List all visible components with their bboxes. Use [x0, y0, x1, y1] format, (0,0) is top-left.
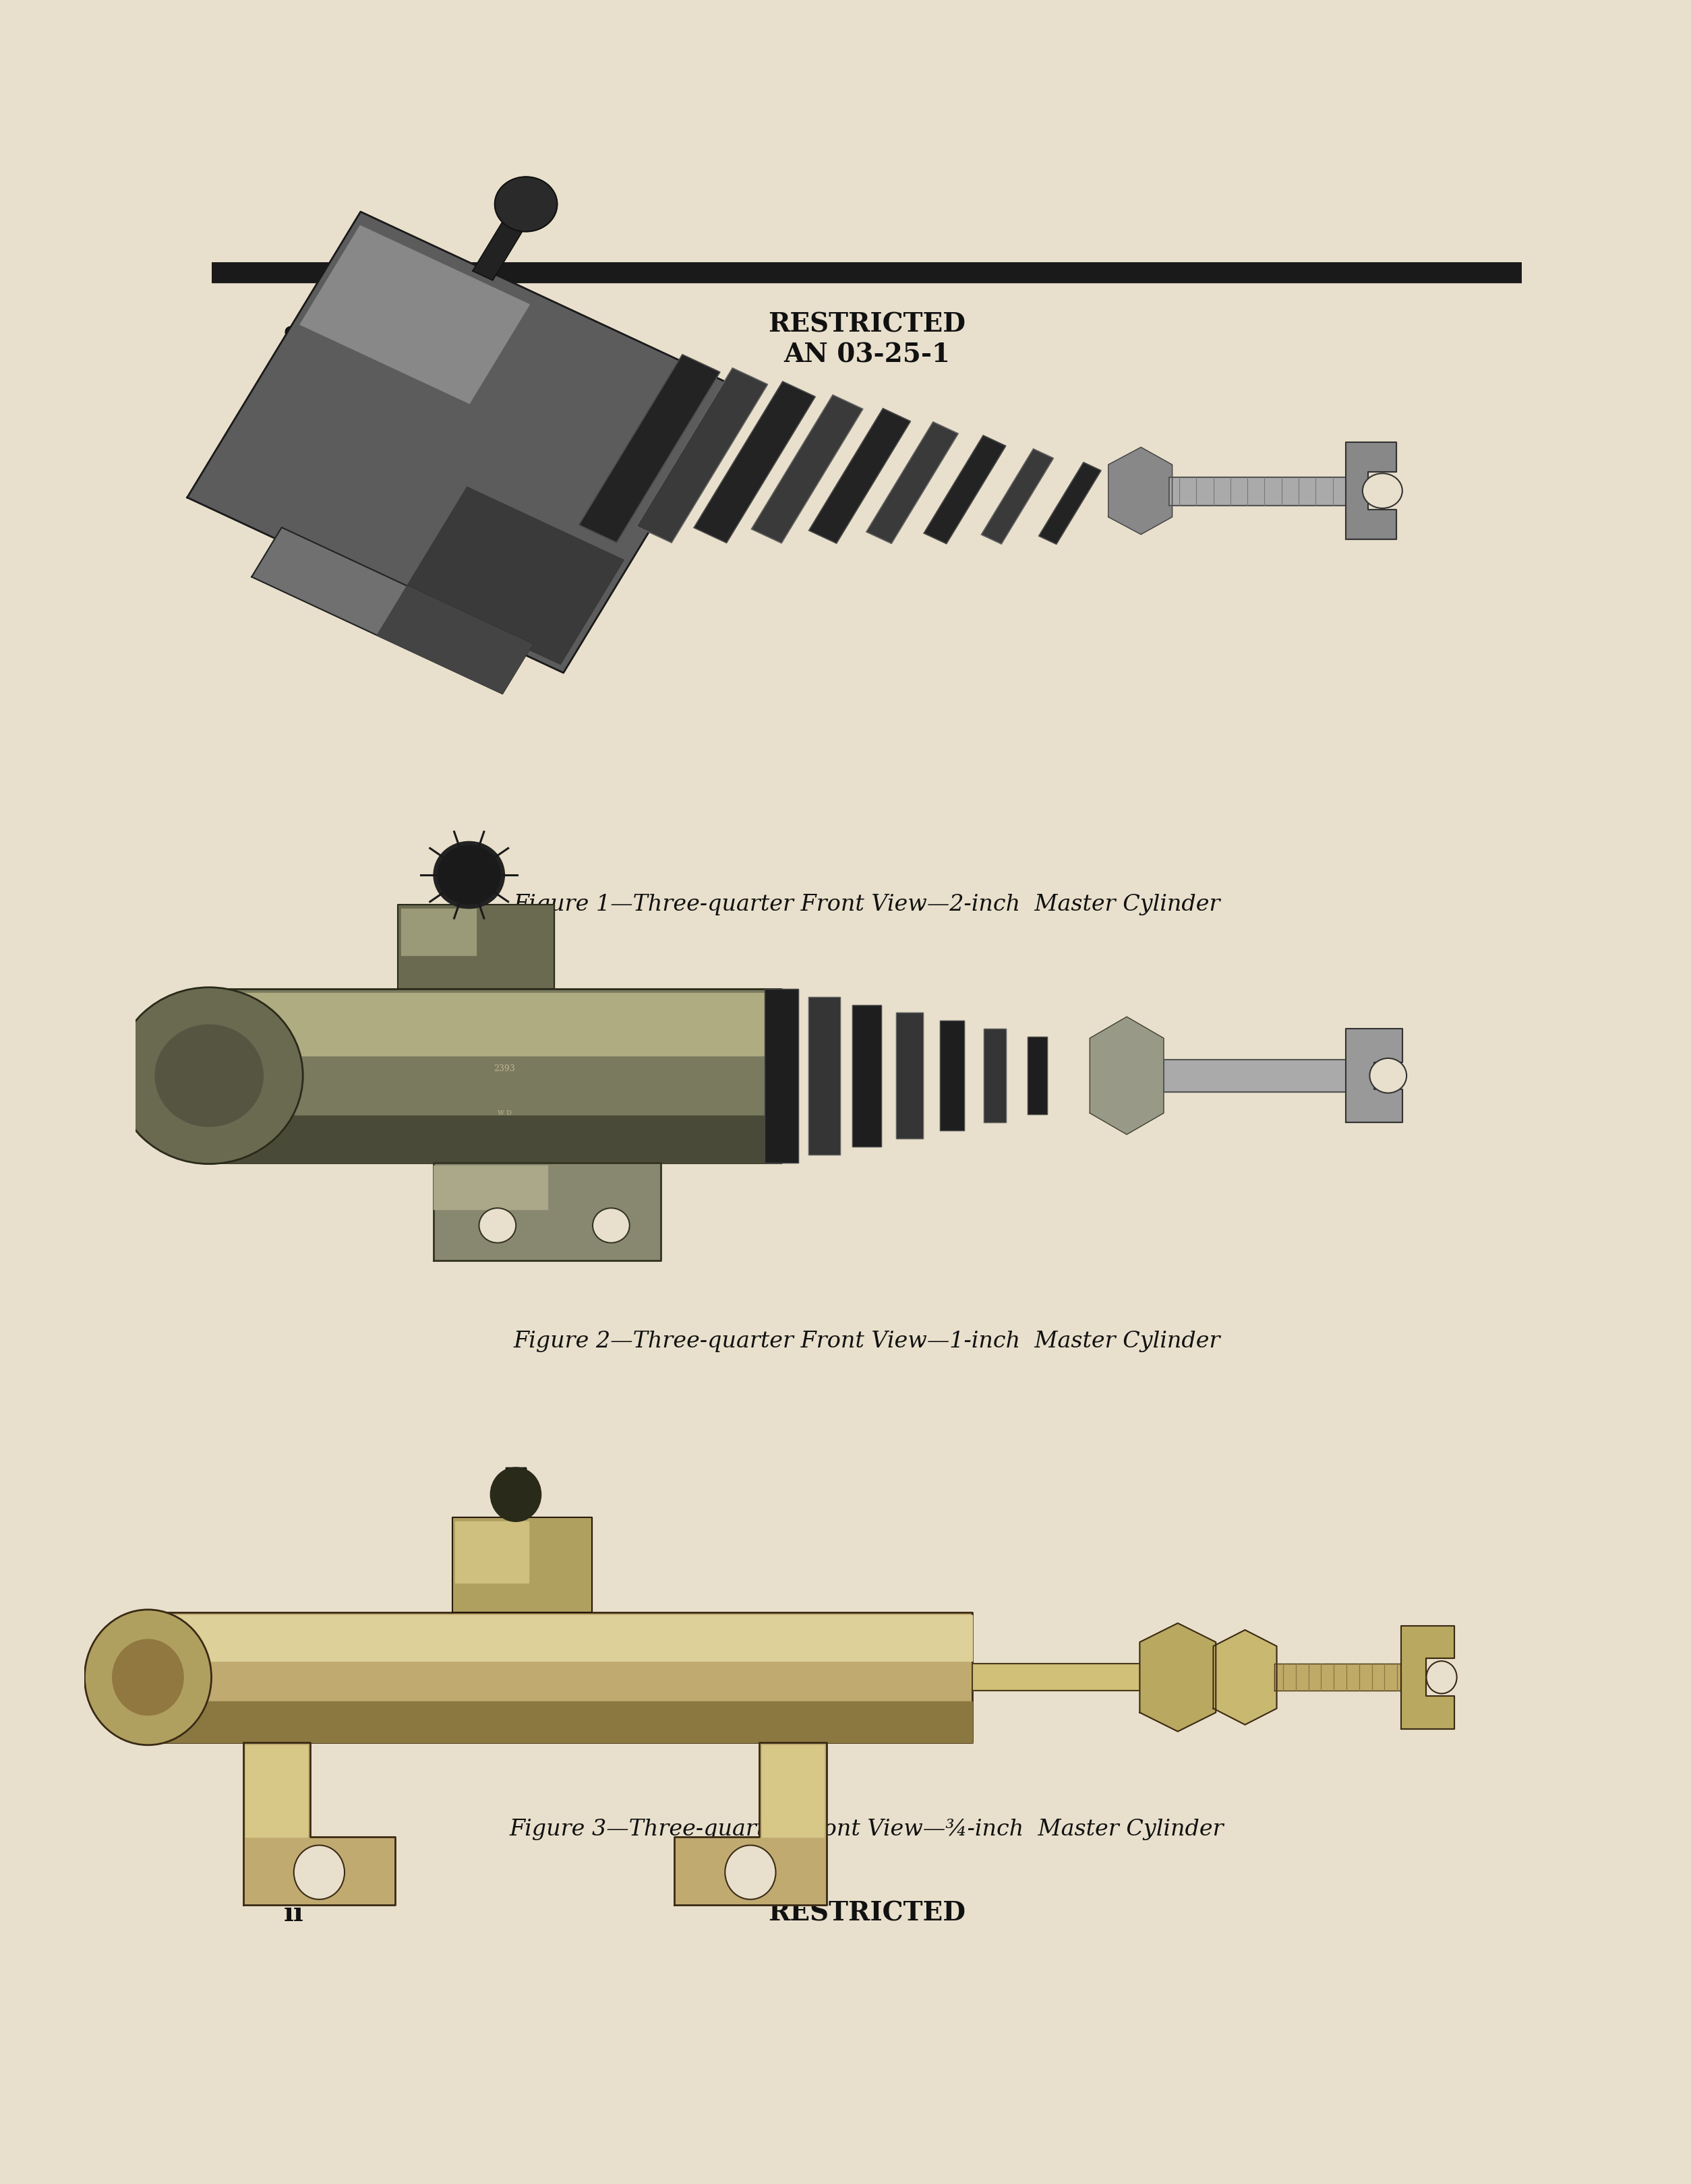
Polygon shape	[206, 989, 781, 1162]
Polygon shape	[433, 1166, 548, 1210]
Polygon shape	[940, 1020, 964, 1131]
Polygon shape	[764, 989, 798, 1162]
Circle shape	[438, 845, 501, 904]
Polygon shape	[1038, 463, 1101, 544]
Polygon shape	[675, 1743, 827, 1904]
Polygon shape	[206, 994, 781, 1055]
Polygon shape	[972, 1664, 1143, 1690]
Polygon shape	[377, 585, 533, 695]
Polygon shape	[1214, 1629, 1277, 1725]
Polygon shape	[244, 1743, 396, 1904]
Text: Figure 2—Three-quarter Front View—1-inch  Master Cylinder: Figure 2—Three-quarter Front View—1-inch…	[512, 1330, 1221, 1352]
Polygon shape	[404, 487, 624, 664]
Circle shape	[592, 1208, 629, 1243]
Polygon shape	[206, 1116, 781, 1162]
Polygon shape	[142, 1614, 972, 1662]
Polygon shape	[761, 1745, 824, 1837]
Polygon shape	[1346, 441, 1397, 539]
Polygon shape	[453, 1518, 592, 1612]
Circle shape	[294, 1845, 345, 1900]
Polygon shape	[1275, 1664, 1404, 1690]
Polygon shape	[401, 909, 477, 954]
Polygon shape	[852, 1005, 881, 1147]
Polygon shape	[896, 1013, 923, 1138]
Circle shape	[156, 1024, 264, 1127]
Polygon shape	[188, 212, 737, 673]
Polygon shape	[693, 382, 815, 544]
Polygon shape	[245, 1745, 308, 1837]
Text: Figure 1—Three-quarter Front View—2-inch  Master Cylinder: Figure 1—Three-quarter Front View—2-inch…	[512, 893, 1221, 915]
Polygon shape	[1170, 476, 1349, 507]
Polygon shape	[1163, 1059, 1349, 1092]
Bar	[211, 262, 1522, 282]
Circle shape	[490, 1468, 541, 1522]
Polygon shape	[1400, 1625, 1454, 1730]
Text: AN 03-25-1: AN 03-25-1	[783, 341, 950, 367]
Polygon shape	[142, 1701, 972, 1743]
Text: Figure 3—Three-quarter Front View—¾-inch  Master Cylinder: Figure 3—Three-quarter Front View—¾-inch…	[509, 1819, 1224, 1841]
Text: 2393: 2393	[494, 1064, 516, 1072]
Text: Section 1: Section 1	[284, 325, 421, 352]
Text: W D: W D	[497, 1109, 512, 1116]
Polygon shape	[866, 422, 959, 544]
Polygon shape	[1108, 448, 1172, 535]
Polygon shape	[397, 904, 555, 989]
Circle shape	[1363, 474, 1402, 509]
Polygon shape	[433, 1162, 661, 1260]
Polygon shape	[923, 435, 1006, 544]
Text: RESTRICTED: RESTRICTED	[768, 1900, 966, 1926]
Circle shape	[115, 987, 303, 1164]
Text: ii: ii	[284, 1900, 303, 1926]
Circle shape	[433, 841, 504, 909]
Polygon shape	[1028, 1037, 1047, 1114]
Polygon shape	[981, 450, 1053, 544]
Circle shape	[725, 1845, 776, 1900]
Circle shape	[1427, 1662, 1458, 1693]
Polygon shape	[455, 1522, 529, 1583]
Polygon shape	[578, 354, 720, 542]
Polygon shape	[751, 395, 862, 544]
Polygon shape	[472, 205, 533, 280]
Polygon shape	[636, 369, 768, 542]
Polygon shape	[252, 526, 533, 695]
Circle shape	[85, 1610, 211, 1745]
Polygon shape	[1140, 1623, 1216, 1732]
Polygon shape	[1346, 1029, 1402, 1123]
Polygon shape	[506, 1468, 526, 1518]
Polygon shape	[808, 996, 840, 1155]
Text: RESTRICTED: RESTRICTED	[768, 312, 966, 336]
Polygon shape	[1089, 1018, 1163, 1133]
Circle shape	[495, 177, 558, 232]
Polygon shape	[984, 1029, 1006, 1123]
Circle shape	[479, 1208, 516, 1243]
Polygon shape	[808, 408, 910, 544]
Circle shape	[1370, 1059, 1407, 1092]
Circle shape	[112, 1640, 184, 1714]
Polygon shape	[299, 225, 529, 404]
Polygon shape	[142, 1612, 972, 1743]
